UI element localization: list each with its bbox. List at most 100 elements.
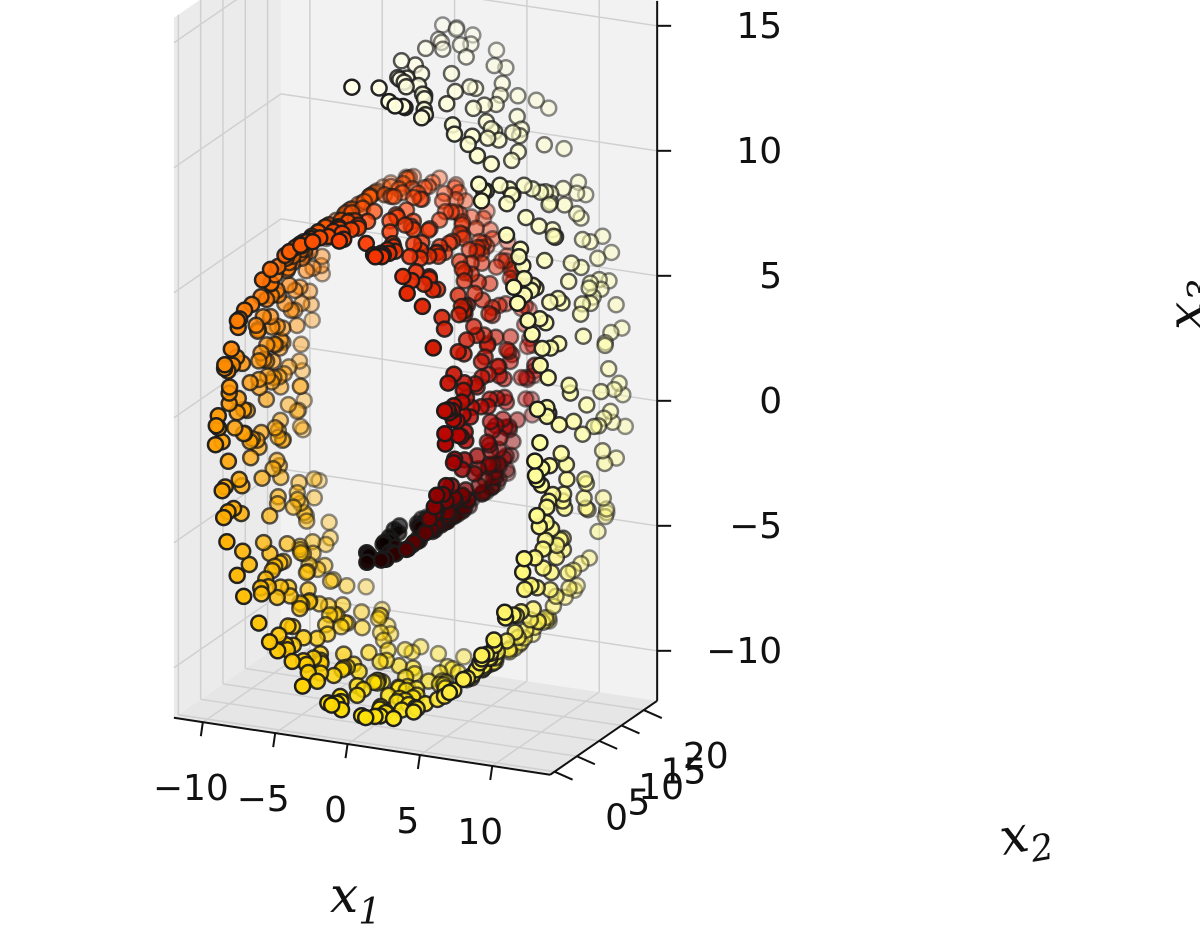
data-point [218, 533, 236, 551]
data-point [292, 544, 310, 562]
data-point [457, 48, 475, 66]
data-point [330, 232, 349, 250]
tick-mark [643, 709, 663, 719]
data-point [512, 368, 531, 387]
data-point [485, 56, 503, 75]
data-point [253, 469, 271, 487]
data-point [573, 230, 592, 249]
data-point [220, 378, 239, 396]
data-point [531, 433, 549, 452]
data-point [385, 187, 403, 206]
data-point [596, 336, 614, 355]
x3-tick-label: 5 [759, 256, 782, 297]
data-point [247, 316, 265, 335]
grid-line [173, 93, 282, 169]
x1-tick-label: −5 [237, 779, 290, 820]
data-point [303, 232, 322, 251]
data-point [539, 368, 557, 387]
data-point [313, 265, 332, 283]
data-point [575, 489, 593, 507]
data-point [260, 507, 279, 525]
data-point [555, 139, 573, 158]
data-point [222, 340, 241, 358]
data-point [517, 390, 535, 408]
data-point [487, 258, 506, 276]
grid-line [491, 691, 600, 767]
data-point [320, 513, 338, 532]
data-point [397, 78, 415, 96]
data-point [526, 466, 545, 485]
data-point [396, 216, 414, 234]
data-point [357, 578, 375, 596]
x3-tick-label: −5 [729, 506, 782, 547]
tick-mark [554, 770, 573, 781]
grid-line [178, 713, 555, 773]
data-point [470, 175, 488, 194]
data-point [560, 376, 578, 395]
data-point [416, 39, 435, 58]
data-point [283, 652, 301, 671]
data-point [412, 109, 431, 127]
data-point [450, 305, 468, 324]
grid-line [481, 0, 658, 27]
data-point [461, 78, 479, 96]
data-point [530, 217, 548, 235]
data-point [207, 416, 226, 435]
x2-axis-line [549, 699, 658, 776]
data-point [358, 553, 376, 572]
data-point [401, 247, 419, 266]
x3-tick-label: −10 [706, 631, 782, 672]
data-point [435, 320, 454, 338]
data-point [574, 327, 593, 345]
data-point [372, 551, 390, 569]
data-point [250, 352, 268, 370]
data-point [510, 247, 528, 266]
x2-tick-label: 20 [683, 736, 729, 777]
data-point [230, 470, 248, 489]
data-point [284, 498, 303, 516]
data-point [454, 670, 473, 689]
data-point [541, 293, 559, 311]
data-point [440, 683, 459, 702]
data-point [505, 278, 523, 297]
data-point [436, 424, 454, 443]
data-point [599, 360, 618, 378]
data-point [593, 442, 612, 460]
grid-line [173, 218, 282, 294]
data-point [213, 481, 231, 500]
x1-tick-label: 10 [457, 812, 503, 853]
data-point [515, 549, 533, 568]
x1-axis-label: x1 [330, 866, 381, 925]
data-point [576, 470, 594, 488]
data-point [352, 603, 371, 621]
data-point [531, 356, 549, 375]
axes-frame [173, 0, 659, 776]
data-point [392, 52, 411, 70]
tick-mark [598, 739, 618, 750]
data-point [533, 339, 552, 358]
data-point [555, 196, 574, 214]
data-point [495, 603, 514, 622]
data-point [303, 311, 321, 329]
tick-mark [199, 722, 204, 737]
data-point [504, 123, 522, 142]
data-point [216, 356, 234, 374]
data-point [607, 295, 625, 314]
data-point [366, 248, 385, 266]
data-point [254, 533, 273, 552]
grid-line [200, 698, 577, 758]
tick-mark [621, 724, 640, 735]
data-point [480, 304, 498, 323]
data-point [594, 489, 613, 507]
data-point [515, 580, 534, 599]
data-point [442, 64, 461, 83]
data-point [592, 382, 610, 401]
data-point [343, 78, 361, 96]
x3-tick-label: 0 [759, 381, 782, 422]
data-point [260, 633, 279, 651]
data-point [455, 648, 473, 666]
data-point [268, 494, 287, 513]
data-point [439, 374, 457, 392]
x1-tick-label: −10 [153, 768, 229, 809]
x1-tick-label: 5 [396, 801, 419, 842]
